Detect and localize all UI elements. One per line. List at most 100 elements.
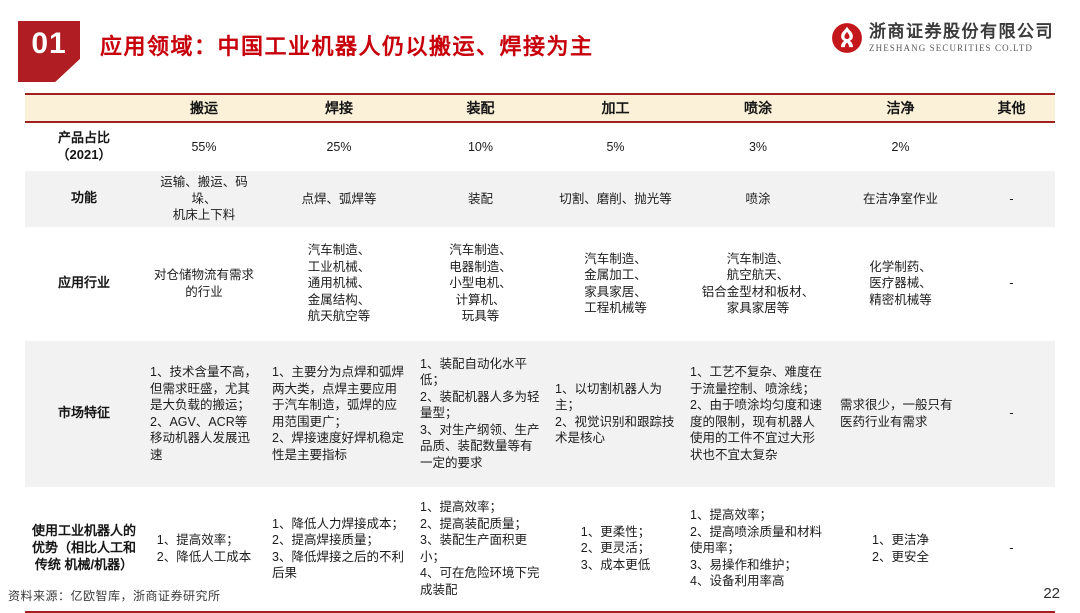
logo-name-cn: 浙商证券股份有限公司	[869, 22, 1054, 41]
table-cell: 3%	[683, 122, 833, 171]
zheshang-logo-icon	[831, 22, 863, 59]
header-row: 搬运 焊接 装配 加工 喷涂 洁净 其他	[25, 93, 1055, 123]
robot-application-table: 搬运 焊接 装配 加工 喷涂 洁净 其他 产品占比 （2021） 55% 25%…	[25, 93, 1055, 613]
table-cell: 点焊、弧焊等	[265, 171, 413, 227]
cell-text: 对仓储物流有需求的行业	[153, 268, 254, 299]
column-header: 其他	[968, 93, 1055, 123]
cell-text: 1、技术含量不高，但需求旺盛，尤其是大负载的搬运； 2、AGV、ACR等移动机器…	[150, 365, 257, 462]
table-cell: 1、工艺不复杂、难度在于流量控制、喷涂线； 2、由于喷涂均匀度和速度的限制，现有…	[683, 341, 833, 487]
table-row-product-share: 产品占比 （2021） 55% 25% 10% 5% 3% 2%	[25, 122, 1055, 171]
table-cell: -	[968, 341, 1055, 487]
cell-text: 汽车制造、 电器制造、 小型电机、 计算机、 玩具等	[449, 243, 512, 324]
table-row-advantages: 使用工业机器人的优势（相比人工和传统 机械/机器） 1、提高效率； 2、降低人工…	[25, 486, 1055, 613]
column-header: 喷涂	[683, 93, 833, 123]
cell-text: -	[1009, 191, 1014, 206]
table-cell: 1、技术含量不高，但需求旺盛，尤其是大负载的搬运； 2、AGV、ACR等移动机器…	[143, 341, 265, 487]
cell-text: 喷涂	[745, 191, 771, 206]
table-cell: 1、以切割机器人为主； 2、视觉识别和跟踪技术是核心	[548, 341, 683, 487]
cell-text: 1、以切割机器人为主； 2、视觉识别和跟踪技术是核心	[555, 381, 675, 446]
table-row-market-traits: 市场特征 1、技术含量不高，但需求旺盛，尤其是大负载的搬运； 2、AGV、ACR…	[25, 340, 1055, 487]
table-cell: 1、更柔性； 2、更灵活； 3、成本更低	[548, 486, 683, 613]
table-cell: 切割、磨削、抛光等	[548, 171, 683, 227]
cell-text: 运输、搬运、码垛、 机床上下料	[160, 175, 248, 222]
source-note: 资料来源：亿欧智库，浙商证券研究所	[8, 589, 221, 603]
cell-text: 需求很少，一般只有医药行业有需求	[840, 398, 953, 429]
cell-text: 1、提高效率； 2、提高装配质量； 3、装配生产面积更小； 4、可在危险环境下完…	[420, 500, 540, 597]
table-cell: 需求很少，一般只有医药行业有需求	[833, 341, 968, 487]
table-cell: 运输、搬运、码垛、 机床上下料	[143, 171, 265, 227]
table-cell: 1、提高效率； 2、提高喷涂质量和材料使用率； 3、易操作和维护； 4、设备利用…	[683, 486, 833, 613]
cell-text: 5%	[606, 139, 625, 154]
cell-text: 在洁净室作业	[862, 191, 938, 206]
cell-text: 化学制药、 医疗器械、 精密机械等	[869, 259, 932, 307]
column-header: 装配	[413, 93, 548, 123]
table-cell: 1、降低人力焊接成本； 2、提高焊接质量； 3、降低焊接之后的不利后果	[265, 486, 413, 613]
table-body: 产品占比 （2021） 55% 25% 10% 5% 3% 2% 功能 运输、搬…	[25, 122, 1055, 613]
table-cell: 2%	[833, 122, 968, 171]
table-cell: 对仓储物流有需求的行业	[143, 227, 265, 341]
cell-text: 1、提高效率； 2、降低人工成本	[156, 533, 252, 564]
table-cell: 汽车制造、 电器制造、 小型电机、 计算机、 玩具等	[413, 227, 548, 341]
column-header: 洁净	[833, 93, 968, 123]
cell-text: -	[1009, 276, 1014, 291]
table-cell: 1、提高效率； 2、降低人工成本	[143, 486, 265, 613]
column-header: 搬运	[143, 93, 265, 123]
column-header-corner	[25, 93, 143, 123]
table-cell: 1、装配自动化水平低； 2、装配机器人多为轻量型； 3、对生产纲领、生产品质、装…	[413, 341, 548, 487]
table-row-industries: 应用行业 对仓储物流有需求的行业 汽车制造、 工业机械、 通用机械、 金属结构、…	[25, 227, 1055, 341]
column-header: 加工	[548, 93, 683, 123]
logo-text: 浙商证券股份有限公司 ZHESHANG SECURITIES CO.LTD	[869, 22, 1054, 53]
row-label: 功能	[70, 190, 97, 206]
cell-text: 1、更洁净 2、更安全	[872, 533, 929, 564]
cell-text: 1、工艺不复杂、难度在于流量控制、喷涂线； 2、由于喷涂均匀度和速度的限制，现有…	[690, 365, 822, 462]
company-logo: 浙商证券股份有限公司 ZHESHANG SECURITIES CO.LTD	[831, 22, 1054, 59]
row-label: 使用工业机器人的优势（相比人工和传统 机械/机器）	[25, 486, 143, 613]
row-label: 产品占比 （2021）	[56, 130, 112, 162]
row-label: 市场特征	[57, 405, 110, 421]
table-cell: 10%	[413, 122, 548, 171]
table-cell: 汽车制造、 金属加工、 家具家居、 工程机械等	[548, 227, 683, 341]
cell-text: -	[1009, 406, 1014, 421]
cell-text: 切割、磨削、抛光等	[559, 191, 672, 206]
table-cell: 汽车制造、 工业机械、 通用机械、 金属结构、 航天航空等	[265, 227, 413, 341]
table-cell: 25%	[265, 122, 413, 171]
table-cell: 喷涂	[683, 171, 833, 227]
table-cell: 装配	[413, 171, 548, 227]
table-cell: -	[968, 486, 1055, 613]
cell-text: 汽车制造、 航空航天、 铝合金型材和板材、 家具家居等	[701, 251, 815, 316]
page-number: 22	[1043, 585, 1060, 602]
cell-text: 55%	[191, 139, 217, 154]
table-cell	[968, 122, 1055, 171]
table-cell: 55%	[143, 122, 265, 171]
cell-text: 汽车制造、 工业机械、 通用机械、 金属结构、 航天航空等	[307, 243, 371, 324]
table-cell: 1、提高效率； 2、提高装配质量； 3、装配生产面积更小； 4、可在危险环境下完…	[413, 486, 548, 613]
table-cell: 1、更洁净 2、更安全	[833, 486, 968, 613]
cell-text: 1、主要分为点焊和弧焊两大类，点焊主要应用于汽车制造，弧焊的应用范围更广； 2、…	[272, 365, 404, 462]
cell-text: 汽车制造、 金属加工、 家具家居、 工程机械等	[584, 251, 647, 316]
cell-text: 1、提高效率； 2、提高喷涂质量和材料使用率； 3、易操作和维护； 4、设备利用…	[690, 508, 822, 589]
cell-text: 1、降低人力焊接成本； 2、提高焊接质量； 3、降低焊接之后的不利后果	[272, 516, 404, 581]
column-header: 焊接	[265, 93, 413, 123]
cell-text: 装配	[467, 191, 493, 206]
table-cell: -	[968, 227, 1055, 341]
section-number-badge: 01	[18, 21, 80, 82]
table-cell: 5%	[548, 122, 683, 171]
table-cell: 化学制药、 医疗器械、 精密机械等	[833, 227, 968, 341]
logo-name-en: ZHESHANG SECURITIES CO.LTD	[869, 43, 1034, 53]
table-cell: 1、主要分为点焊和弧焊两大类，点焊主要应用于汽车制造，弧焊的应用范围更广； 2、…	[265, 341, 413, 487]
table-cell: -	[968, 171, 1055, 227]
table-header: 搬运 焊接 装配 加工 喷涂 洁净 其他	[25, 93, 1055, 123]
table-cell: 汽车制造、 航空航天、 铝合金型材和板材、 家具家居等	[683, 227, 833, 341]
page-title: 应用领域：中国工业机器人仍以搬运、焊接为主	[100, 34, 594, 59]
cell-text: 25%	[326, 139, 352, 154]
cell-text: -	[1009, 541, 1014, 556]
cell-text: 1、更柔性； 2、更灵活； 3、成本更低	[580, 524, 651, 572]
section-number: 01	[31, 27, 67, 60]
cell-text: 2%	[891, 139, 910, 154]
row-label: 应用行业	[57, 275, 110, 291]
cell-text: 1、装配自动化水平低； 2、装配机器人多为轻量型； 3、对生产纲领、生产品质、装…	[420, 356, 540, 470]
cell-text: 点焊、弧焊等	[301, 191, 377, 206]
table-cell: 在洁净室作业	[833, 171, 968, 227]
table-row-function: 功能 运输、搬运、码垛、 机床上下料 点焊、弧焊等 装配 切割、磨削、抛光等 喷…	[25, 171, 1055, 227]
